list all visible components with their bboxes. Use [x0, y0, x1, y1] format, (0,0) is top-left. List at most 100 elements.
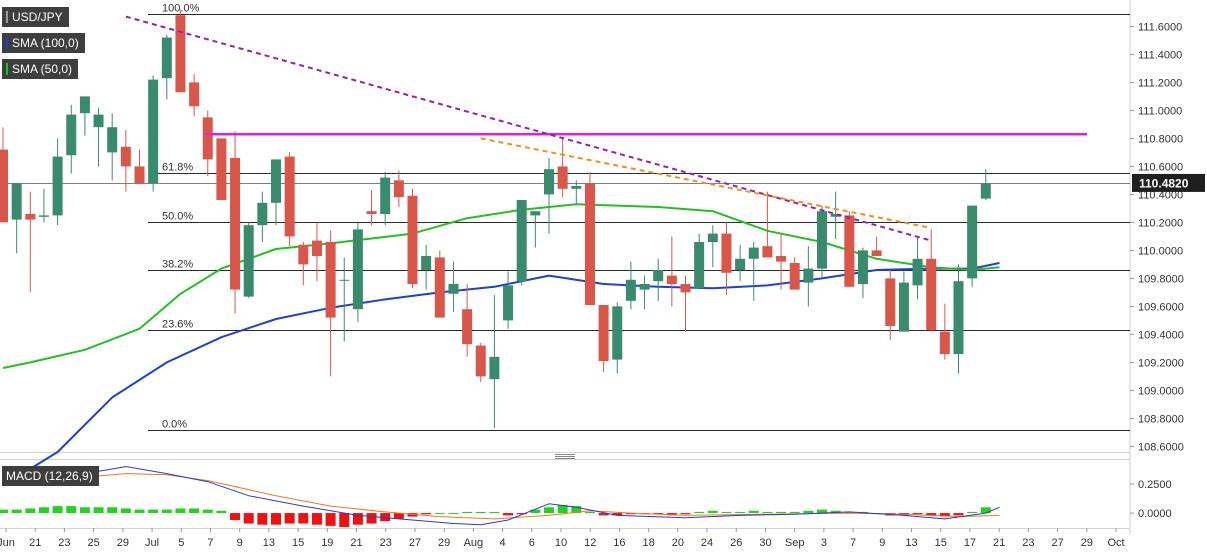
macd-histogram-bar-negative [939, 513, 950, 517]
date-tick-label: Aug [464, 537, 484, 549]
macd-histogram-bar-positive [776, 511, 787, 514]
price-tick-label: 109.4000 [1138, 329, 1184, 341]
date-tick-label: 10 [555, 537, 567, 549]
candle-bullish [625, 261, 636, 310]
candle-bullish [653, 258, 664, 301]
candle-body [830, 214, 841, 217]
candle-body [721, 233, 732, 273]
candle-bearish [434, 250, 445, 318]
date-tick-label: 13 [263, 537, 275, 549]
candle-bullish [544, 158, 554, 234]
date-tick-label: 6 [529, 537, 535, 549]
price-tick-label: 111.4000 [1138, 49, 1182, 61]
date-tick-label: 13 [905, 537, 917, 549]
legend-symbol[interactable]: USD/JPY [2, 7, 69, 27]
price-tick-label: 110.6000 [1138, 161, 1183, 173]
macd-histogram-bar-positive [11, 509, 22, 514]
candle-body [584, 183, 595, 305]
macd-histogram-bar-negative [271, 513, 281, 525]
macd-histogram-bar-negative [612, 513, 623, 516]
candle-bearish [789, 257, 800, 290]
candle-body [939, 331, 950, 354]
candle-body [844, 215, 855, 287]
date-tick-label: 29 [117, 537, 129, 549]
candle-bearish [666, 236, 677, 307]
candle-bearish [202, 110, 213, 177]
candle-bullish [612, 302, 623, 374]
candle-body [639, 284, 650, 290]
candle-body [776, 256, 787, 262]
legend-sma100[interactable]: SMA (100,0) [2, 33, 85, 53]
price-tick-label: 110.4000 [1138, 189, 1183, 201]
candle-bearish [189, 74, 200, 116]
candle-bullish [639, 275, 650, 310]
candle-body [448, 284, 459, 294]
candle-body [557, 166, 568, 189]
date-tick-label: 20 [672, 537, 684, 549]
candle-body [0, 149, 8, 223]
candle-body [748, 247, 759, 259]
macd-histogram-bar-positive [38, 507, 49, 514]
candle-bullish [817, 205, 827, 279]
candle-bullish [980, 169, 991, 200]
date-tick-label: 24 [701, 537, 713, 549]
candle-bullish [161, 34, 172, 100]
candle-body [393, 180, 404, 198]
date-tick-label: 19 [321, 537, 333, 549]
legend-sma50[interactable]: SMA (50,0) [2, 59, 79, 79]
candle-bullish [243, 222, 254, 298]
candle-body [216, 138, 227, 200]
macd-histogram-bar-positive [462, 511, 473, 514]
trendline-secondary [480, 137, 932, 229]
macd-histogram-bar-positive [120, 508, 131, 514]
candle-bullish [857, 247, 868, 298]
price-tick-label: 111.6000 [1138, 21, 1182, 33]
candle-bearish [0, 127, 8, 223]
candle-bullish [503, 271, 514, 329]
macd-histogram-bar-positive [202, 509, 213, 514]
current-price-label: 110.4820 [1139, 176, 1189, 190]
candle-bearish [216, 138, 227, 200]
price-tick-label: 110.8000 [1138, 133, 1183, 145]
macd-histogram-bar-negative [352, 513, 363, 525]
candle-body [462, 309, 473, 345]
candle-bearish [311, 222, 322, 282]
macd-histogram-bar-positive [148, 509, 159, 514]
candle-body [817, 211, 827, 269]
macd-histogram-bar-positive [66, 506, 77, 514]
candle-body [653, 270, 664, 282]
date-tick-label: 16 [613, 537, 625, 549]
legend-macd[interactable]: MACD (12,26,9) [2, 466, 99, 486]
price-tick-label: 109.0000 [1138, 385, 1184, 397]
candle-body [516, 200, 527, 282]
macd-histogram-bar-positive [52, 506, 63, 514]
date-tick-label: 27 [1051, 537, 1063, 549]
macd-histogram-bar-negative [912, 513, 923, 515]
price-tick-label: 108.8000 [1138, 413, 1184, 425]
candle-body [25, 214, 36, 220]
candle-body [189, 82, 200, 107]
candle-body [571, 186, 582, 189]
date-tick-label: 29 [438, 537, 450, 549]
date-tick-label: 23 [58, 537, 70, 549]
candle-body [161, 37, 172, 79]
candle-body [380, 177, 391, 214]
date-tick-label: 23 [1022, 537, 1034, 549]
candle-body [79, 96, 90, 114]
date-tick-label: 7 [850, 537, 856, 549]
date-tick-label: 5 [178, 537, 184, 549]
trendline-falling [125, 15, 932, 242]
candle-body [980, 183, 991, 199]
candle-bullish [448, 261, 459, 312]
macd-histogram-bar-negative [325, 513, 336, 526]
macd-histogram-bar-positive [735, 511, 746, 514]
candle-body [11, 183, 22, 220]
macd-histogram-bar-positive [980, 507, 991, 514]
macd-histogram-bar-positive [844, 511, 855, 514]
macd-histogram-bar-negative [503, 513, 514, 516]
date-tick-label: 30 [759, 537, 771, 549]
candle-bullish [352, 222, 363, 322]
candle-bullish [489, 295, 500, 429]
macd-histogram-bar-positive [475, 511, 486, 514]
candle-body [175, 15, 186, 93]
